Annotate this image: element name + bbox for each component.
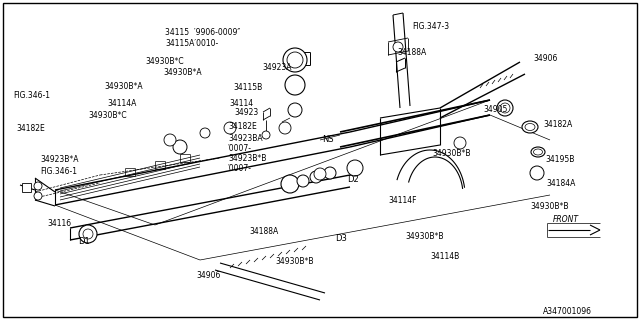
Text: 34930B*B: 34930B*B	[405, 232, 444, 241]
Circle shape	[34, 182, 42, 190]
Circle shape	[200, 128, 210, 138]
Circle shape	[297, 175, 309, 187]
Text: 34923A: 34923A	[262, 63, 291, 72]
Text: 34114: 34114	[229, 99, 253, 108]
Circle shape	[34, 192, 42, 200]
Circle shape	[79, 225, 97, 243]
Circle shape	[173, 140, 187, 154]
Text: 34184A: 34184A	[546, 179, 575, 188]
Bar	[22, 183, 31, 192]
Circle shape	[279, 122, 291, 134]
Text: A347001096: A347001096	[543, 307, 592, 316]
Text: 34188A: 34188A	[249, 227, 278, 236]
Text: FRONT: FRONT	[553, 215, 579, 224]
Circle shape	[530, 166, 544, 180]
Circle shape	[393, 42, 403, 52]
Ellipse shape	[531, 147, 545, 157]
Text: 34930B*B: 34930B*B	[275, 257, 314, 266]
Text: ′0007-: ′0007-	[228, 164, 252, 173]
Text: 34115B: 34115B	[233, 83, 262, 92]
Circle shape	[314, 168, 326, 180]
Text: 34182E: 34182E	[16, 124, 45, 133]
Text: 34195B: 34195B	[545, 155, 574, 164]
Text: FIG.347-3: FIG.347-3	[412, 22, 449, 31]
Circle shape	[164, 134, 176, 146]
Text: NS: NS	[322, 135, 333, 144]
Text: 34930B*B: 34930B*B	[530, 202, 568, 211]
Circle shape	[288, 103, 302, 117]
Circle shape	[347, 160, 363, 176]
Circle shape	[262, 131, 270, 139]
Text: 34114A: 34114A	[107, 99, 136, 108]
Circle shape	[310, 171, 322, 183]
Text: 34923B*A: 34923B*A	[40, 155, 79, 164]
Text: 34906: 34906	[196, 271, 220, 280]
Text: D1: D1	[78, 237, 90, 246]
Circle shape	[500, 103, 510, 113]
Text: 34115A′0010-: 34115A′0010-	[165, 39, 218, 48]
Text: 34182E: 34182E	[228, 122, 257, 131]
Text: 34930B*B: 34930B*B	[432, 149, 470, 158]
Text: 34930B*A: 34930B*A	[104, 82, 143, 91]
Text: 34114F: 34114F	[388, 196, 417, 205]
Text: 34923B*B: 34923B*B	[228, 154, 266, 163]
Text: 34923BA: 34923BA	[228, 134, 262, 143]
Text: FIG.346-1: FIG.346-1	[13, 91, 50, 100]
Text: 34923: 34923	[234, 108, 259, 117]
Text: 34115  ′9906-0009″: 34115 ′9906-0009″	[165, 28, 240, 37]
Text: 34930B*A: 34930B*A	[163, 68, 202, 77]
Circle shape	[497, 100, 513, 116]
Text: 34182A: 34182A	[543, 120, 572, 129]
Text: 34930B*C: 34930B*C	[88, 111, 127, 120]
Circle shape	[287, 52, 303, 68]
Text: 34114B: 34114B	[430, 252, 460, 261]
Circle shape	[283, 48, 307, 72]
Text: FIG.346-1: FIG.346-1	[40, 167, 77, 176]
Text: 34905: 34905	[483, 105, 508, 114]
Text: 34930B*C: 34930B*C	[145, 57, 184, 66]
Circle shape	[224, 122, 236, 134]
Text: 34906: 34906	[533, 54, 557, 63]
Text: ′0007-: ′0007-	[228, 144, 252, 153]
Circle shape	[324, 167, 336, 179]
Ellipse shape	[522, 121, 538, 133]
Ellipse shape	[534, 149, 543, 155]
Circle shape	[281, 175, 299, 193]
Ellipse shape	[525, 124, 535, 131]
Circle shape	[285, 75, 305, 95]
Text: 34116: 34116	[47, 219, 71, 228]
Text: D3: D3	[335, 234, 347, 243]
Circle shape	[454, 137, 466, 149]
Text: D2: D2	[347, 175, 359, 184]
Text: 34188A: 34188A	[397, 48, 426, 57]
Circle shape	[83, 229, 93, 239]
